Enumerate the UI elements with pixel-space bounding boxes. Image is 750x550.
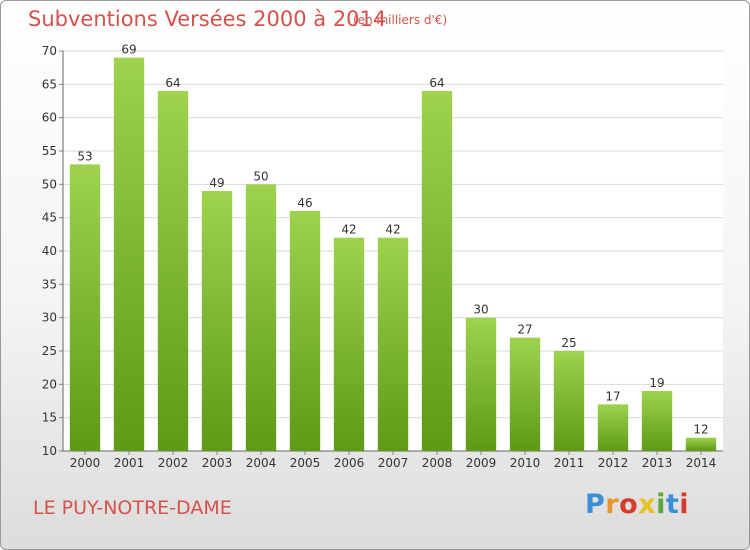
bar-value-label: 69 [121, 43, 136, 57]
x-tick-label: 2010 [510, 456, 541, 470]
y-tick-label: 55 [42, 144, 57, 158]
x-tick-label: 2008 [422, 456, 453, 470]
bar-value-label: 17 [605, 389, 620, 403]
bar [553, 351, 585, 451]
bar [245, 184, 277, 452]
bar-value-label: 12 [693, 423, 708, 437]
y-tick-label: 40 [42, 244, 57, 258]
x-tick-label: 2001 [114, 456, 145, 470]
chart-unit: (en milliers d'€) [353, 13, 448, 27]
bar [377, 237, 409, 451]
bar [201, 191, 233, 451]
y-tick-label: 35 [42, 277, 57, 291]
bar-value-label: 19 [649, 376, 664, 390]
y-tick-label: 25 [42, 344, 57, 358]
bar-value-label: 50 [253, 169, 268, 183]
bar [641, 391, 673, 451]
bar-value-label: 42 [341, 223, 356, 237]
bar-value-label: 30 [473, 303, 488, 317]
y-tick-label: 45 [42, 211, 57, 225]
x-tick-label: 2011 [554, 456, 585, 470]
y-tick-label: 65 [42, 77, 57, 91]
bar [509, 337, 541, 451]
proxiti-logo: Proxiti [585, 489, 689, 520]
x-tick-label: 2003 [202, 456, 233, 470]
y-tick-label: 10 [42, 444, 57, 458]
bar-value-label: 64 [429, 76, 444, 90]
bar-value-label: 27 [517, 323, 532, 337]
commune-name: LE PUY-NOTRE-DAME [33, 497, 232, 519]
x-tick-label: 2000 [70, 456, 101, 470]
x-tick-label: 2007 [378, 456, 409, 470]
bar [465, 317, 497, 451]
bar [685, 437, 717, 451]
bar-value-label: 49 [209, 176, 224, 190]
x-tick-label: 2012 [598, 456, 629, 470]
x-tick-label: 2014 [686, 456, 717, 470]
y-tick-label: 15 [42, 411, 57, 425]
bar [113, 57, 145, 452]
bar [157, 91, 189, 451]
x-tick-label: 2006 [334, 456, 365, 470]
x-tick-label: 2002 [158, 456, 189, 470]
bar [597, 404, 629, 451]
bar [421, 91, 453, 451]
x-tick-label: 2004 [246, 456, 277, 470]
x-tick-label: 2013 [642, 456, 673, 470]
logo-letter: x [638, 489, 657, 520]
logo-letter: i [679, 489, 690, 520]
x-tick-label: 2005 [290, 456, 321, 470]
y-tick-label: 60 [42, 111, 57, 125]
y-tick-label: 20 [42, 377, 57, 391]
logo-letter: t [665, 489, 680, 520]
bar-value-label: 64 [165, 76, 180, 90]
bar-value-label: 46 [297, 196, 312, 210]
y-tick-label: 50 [42, 177, 57, 191]
y-tick-label: 70 [42, 44, 57, 58]
bar-value-label: 25 [561, 336, 576, 350]
x-tick-label: 2009 [466, 456, 497, 470]
bar [333, 237, 365, 451]
bar-value-label: 53 [77, 149, 92, 163]
bar [289, 211, 321, 451]
logo-letter: P [585, 489, 606, 520]
logo-letter: i [656, 489, 666, 520]
logo-letter: r [605, 489, 620, 520]
chart-title: Subventions Versées 2000 à 2014 [28, 7, 387, 31]
y-tick-label: 30 [42, 311, 57, 325]
logo-letter: o [619, 489, 639, 520]
bar-value-label: 42 [385, 223, 400, 237]
bar [69, 164, 101, 452]
